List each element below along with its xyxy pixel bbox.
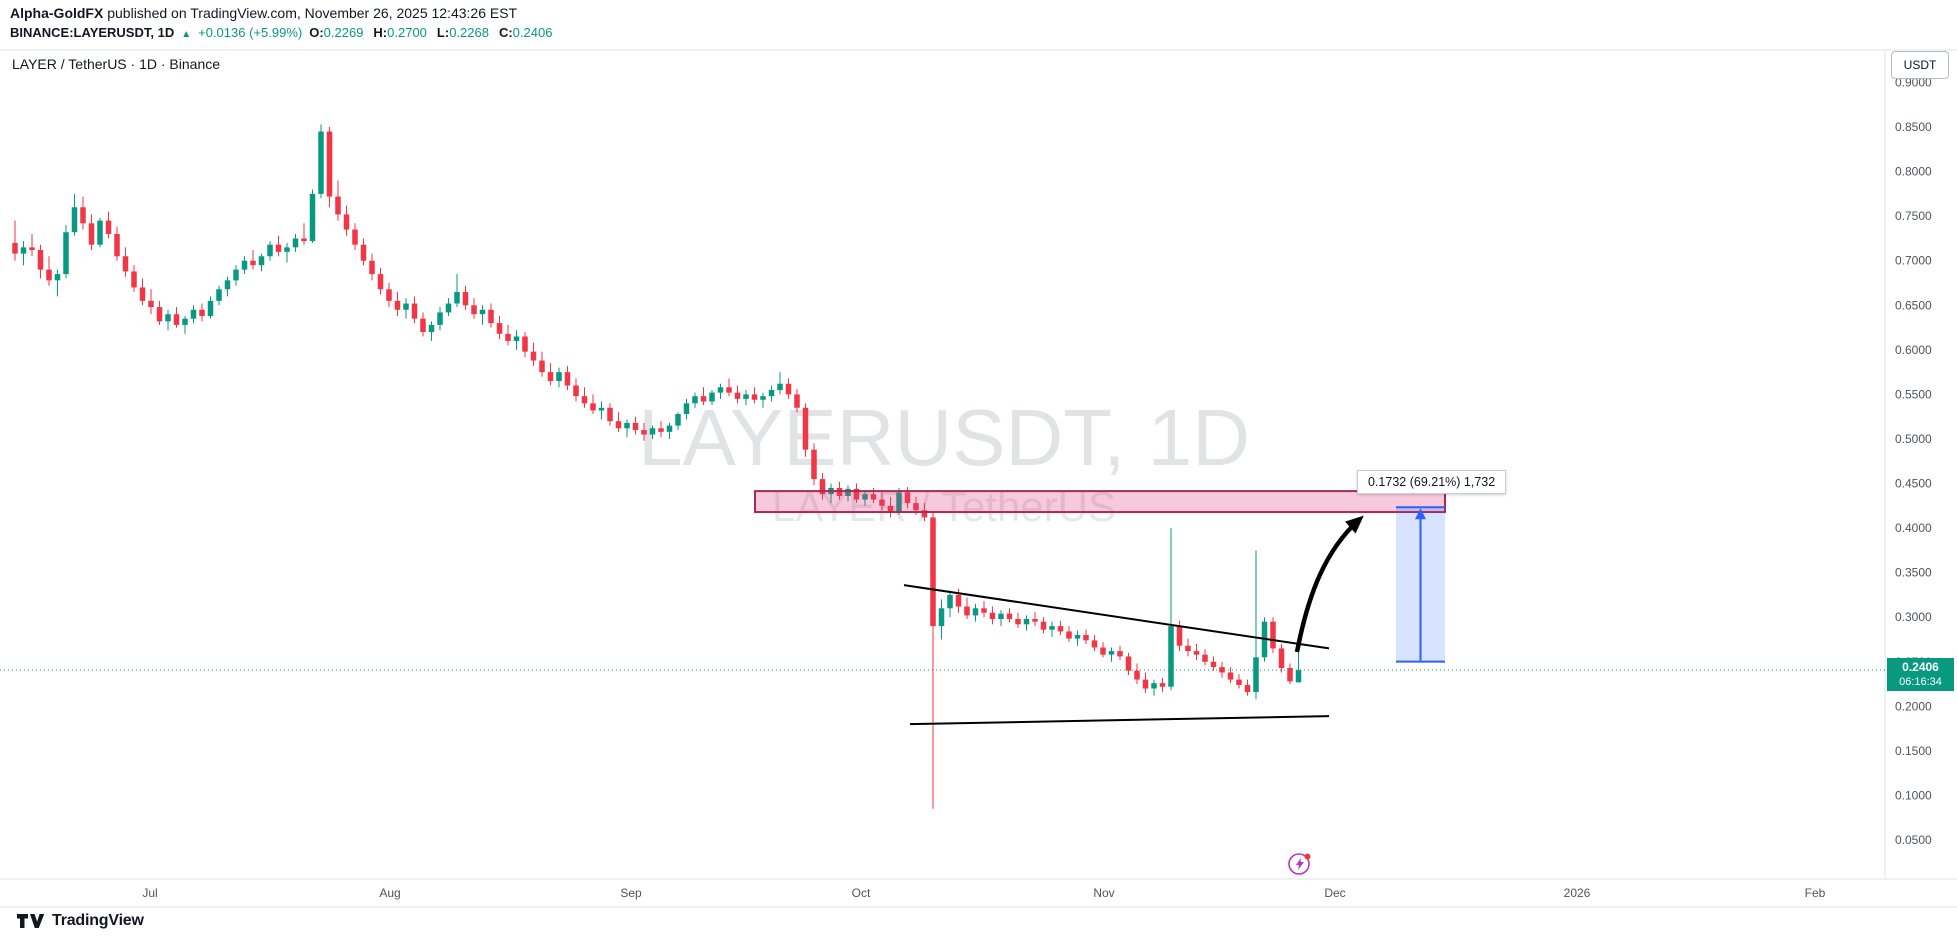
svg-text:0.6000: 0.6000 <box>1895 343 1932 357</box>
svg-text:Oct: Oct <box>852 886 871 900</box>
svg-text:0.3500: 0.3500 <box>1895 566 1932 580</box>
ohlc-values: O:0.2269 H:0.2700 L:0.2268 C:0.2406 <box>309 25 552 41</box>
svg-text:Dec: Dec <box>1324 886 1345 900</box>
magic-wand-icon <box>1288 853 1311 875</box>
ohlc-open: O:0.2269 <box>309 25 364 40</box>
tradingview-footer[interactable]: TradingView <box>16 912 144 930</box>
ohlc-close: C:0.2406 <box>498 25 553 40</box>
replay-icon[interactable] <box>1286 850 1314 878</box>
symbol-status-line: BINANCE:LAYERUSDT, 1D ▲ +0.0136 (+5.99%)… <box>10 25 552 43</box>
bar-countdown: 06:16:34 <box>1899 676 1942 689</box>
svg-text:0.3000: 0.3000 <box>1895 610 1932 624</box>
publish-line: Alpha-GoldFX published on TradingView.co… <box>10 5 552 22</box>
svg-text:0.2000: 0.2000 <box>1895 699 1932 713</box>
currency-toggle-button[interactable]: USDT <box>1891 51 1949 79</box>
svg-text:Nov: Nov <box>1093 886 1114 900</box>
ohlc-high: H:0.2700 <box>373 25 427 40</box>
svg-text:0.7000: 0.7000 <box>1895 254 1932 268</box>
svg-text:0.9000: 0.9000 <box>1895 76 1932 90</box>
svg-text:2026: 2026 <box>1564 886 1591 900</box>
svg-text:0.0500: 0.0500 <box>1895 833 1932 847</box>
author-name: Alpha-GoldFX <box>10 5 104 21</box>
price-range-label[interactable]: 0.1732 (69.21%) 1,732 <box>1357 470 1507 494</box>
svg-text:0.1000: 0.1000 <box>1895 788 1932 802</box>
svg-text:0.5000: 0.5000 <box>1895 432 1932 446</box>
publish-header: Alpha-GoldFX published on TradingView.co… <box>10 5 552 43</box>
svg-text:0.6500: 0.6500 <box>1895 298 1932 312</box>
price-change: +0.0136 (+5.99%) <box>198 25 303 40</box>
svg-text:0.8500: 0.8500 <box>1895 120 1932 134</box>
publish-info: published on TradingView.com, November 2… <box>107 5 518 21</box>
svg-text:0.1500: 0.1500 <box>1895 744 1932 758</box>
svg-text:0.4000: 0.4000 <box>1895 521 1932 535</box>
last-price-value: 0.2406 <box>1902 660 1939 675</box>
chart-pane-title: LAYER / TetherUS · 1D · Binance <box>12 56 221 72</box>
svg-text:0.4500: 0.4500 <box>1895 477 1932 491</box>
tradingview-logo-icon <box>17 914 45 928</box>
svg-text:Jul: Jul <box>142 886 157 900</box>
svg-text:Aug: Aug <box>379 886 400 900</box>
svg-text:0.8000: 0.8000 <box>1895 165 1932 179</box>
up-triangle-icon: ▲ <box>181 29 192 40</box>
ohlc-low: L:0.2268 <box>436 25 489 40</box>
last-price-label[interactable]: 0.2406 06:16:34 <box>1887 658 1954 692</box>
svg-text:0.7500: 0.7500 <box>1895 209 1932 223</box>
brand-name: TradingView <box>52 912 144 929</box>
svg-text:0.5500: 0.5500 <box>1895 387 1932 401</box>
svg-text:Feb: Feb <box>1805 886 1826 900</box>
svg-text:Sep: Sep <box>620 886 642 900</box>
symbol-title: BINANCE:LAYERUSDT, 1D <box>10 25 175 40</box>
